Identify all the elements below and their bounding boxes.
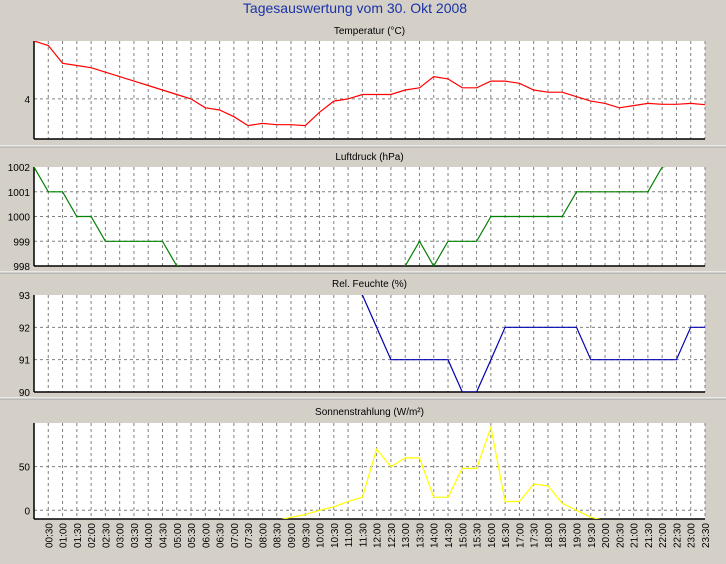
- y-tick-label: 92: [19, 323, 31, 334]
- panel-title: Luftdruck (hPa): [335, 152, 403, 163]
- panel-title: Rel. Feuchte (%): [332, 279, 407, 290]
- x-tick-label: 05:00: [173, 523, 184, 548]
- plot-area: [34, 295, 705, 392]
- x-tick-label: 09:00: [287, 523, 298, 548]
- panel-title: Sonnenstrahlung (W/m²): [315, 407, 424, 418]
- x-tick-label: 09:30: [301, 523, 312, 548]
- x-tick-label: 03:30: [130, 523, 141, 548]
- y-tick-label: 93: [19, 291, 31, 302]
- y-tick-label: 1002: [8, 163, 31, 174]
- x-tick-label: 22:30: [672, 523, 683, 548]
- x-tick-label: 01:30: [73, 523, 84, 548]
- x-tick-label: 22:00: [658, 523, 669, 548]
- x-tick-label: 16:30: [501, 523, 512, 548]
- y-tick-label: 91: [19, 356, 31, 367]
- x-tick-label: 23:00: [687, 523, 698, 548]
- x-tick-label: 15:30: [473, 523, 484, 548]
- y-tick-label: 998: [13, 262, 30, 273]
- x-tick-label: 12:30: [387, 523, 398, 548]
- x-tick-label: 11:30: [358, 523, 369, 548]
- x-tick-label: 03:00: [116, 523, 127, 548]
- x-tick-label: 20:00: [601, 523, 612, 548]
- x-tick-label: 21:30: [644, 523, 655, 548]
- x-tick-label: 01:00: [59, 523, 70, 548]
- panel-title: Temperatur (°C): [334, 26, 405, 37]
- x-tick-label: 04:30: [159, 523, 170, 548]
- x-axis: 00:30 01:00 01:30 02:00 02:30 03:00 03:30 04:00…: [44, 523, 712, 548]
- x-tick-label: 21:00: [630, 523, 641, 548]
- x-tick-label: 06:00: [201, 523, 212, 548]
- plot-area: [34, 423, 705, 519]
- x-tick-label: 19:30: [587, 523, 598, 548]
- x-tick-label: 02:00: [87, 523, 98, 548]
- x-tick-label: 12:00: [373, 523, 384, 548]
- series-line: [34, 167, 666, 266]
- x-tick-label: 20:30: [615, 523, 626, 548]
- x-tick-label: 13:00: [401, 523, 412, 548]
- x-tick-label: 07:30: [244, 523, 255, 548]
- x-tick-label: 10:30: [330, 523, 341, 548]
- x-tick-label: 16:00: [487, 523, 498, 548]
- x-tick-label: 07:00: [230, 523, 241, 548]
- y-tick-label: 90: [19, 388, 31, 399]
- x-tick-label: 08:00: [258, 523, 269, 548]
- x-tick-label: 00:30: [44, 523, 55, 548]
- x-tick-label: 02:30: [101, 523, 112, 548]
- x-tick-label: 18:30: [558, 523, 569, 548]
- plot-area: [34, 41, 705, 139]
- series-line: [34, 41, 705, 127]
- x-tick-label: 18:00: [544, 523, 555, 548]
- x-tick-label: 17:00: [515, 523, 526, 548]
- window-title: Tagesauswertung vom 30. Okt 2008: [243, 0, 467, 16]
- x-tick-label: 06:30: [216, 523, 227, 548]
- y-tick-label: 4: [24, 95, 30, 106]
- series-line: [281, 425, 601, 519]
- x-tick-label: 23:30: [701, 523, 712, 548]
- x-tick-label: 10:00: [316, 523, 327, 548]
- x-tick-label: 04:00: [144, 523, 155, 548]
- x-tick-label: 17:30: [530, 523, 541, 548]
- chart-panel: 998 999 1000 1001 1002 Luftdruck (hPa): [0, 152, 726, 274]
- chart-panel: 4 Temperatur (°C): [0, 26, 726, 148]
- chart-panel: 0 50 Sonnenstrahlung (W/m²): [19, 407, 706, 520]
- chart-panels: 4 Temperatur (°C) 998 999 1000 1001 1002 Luftdr…: [0, 26, 726, 520]
- x-tick-label: 11:00: [344, 523, 355, 548]
- y-tick-label: 0: [24, 506, 30, 517]
- y-tick-label: 999: [13, 237, 30, 248]
- x-tick-label: 19:00: [573, 523, 584, 548]
- chart-panel: 90 91 92 93 Rel. Feuchte (%): [0, 279, 726, 400]
- x-tick-label: 15:00: [458, 523, 469, 548]
- x-tick-label: 13:30: [416, 523, 427, 548]
- series-line: [360, 295, 705, 392]
- y-tick-label: 1001: [8, 188, 31, 199]
- x-tick-label: 08:30: [273, 523, 284, 548]
- x-tick-label: 14:30: [444, 523, 455, 548]
- y-tick-label: 1000: [8, 213, 31, 224]
- y-tick-label: 50: [19, 463, 31, 474]
- x-tick-label: 05:30: [187, 523, 198, 548]
- x-tick-label: 14:00: [430, 523, 441, 548]
